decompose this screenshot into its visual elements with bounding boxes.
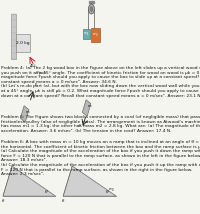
Text: F: F [35,83,37,87]
Text: m: m [87,104,91,107]
Text: 2.0 kg: 2.0 kg [16,41,30,45]
Bar [83,29,90,39]
Text: 45°: 45° [30,64,37,68]
Text: $\theta$: $\theta$ [105,188,109,195]
Text: $m_0$: $m_0$ [108,187,115,194]
Polygon shape [82,100,91,116]
Polygon shape [3,166,55,196]
Polygon shape [63,166,116,196]
Text: F: F [79,124,81,128]
Text: Problem 4: (a) The 2 kg wood box in the Figure above on the left slides up a ver: Problem 4: (a) The 2 kg wood box in the … [1,66,200,98]
Bar [16,34,30,52]
Bar [11,14,16,59]
Text: $\theta$: $\theta$ [44,188,48,195]
Polygon shape [89,1,94,3]
Text: $m_1$: $m_1$ [83,30,90,38]
Text: $\theta$: $\theta$ [1,197,5,204]
Text: Problem 5: The Figure shows two blocks connected by a cord (of negligible mass) : Problem 5: The Figure shows two blocks c… [1,115,200,133]
Text: $m_2$: $m_2$ [92,31,99,39]
Bar [91,28,100,42]
Text: $F_{push}$: $F_{push}$ [36,69,47,78]
Text: $\theta$: $\theta$ [61,197,65,204]
Text: Problem 6: A box with mass m = 10 kg moves on a ramp that is inclined at an angl: Problem 6: A box with mass m = 10 kg mov… [1,140,200,176]
Circle shape [90,7,93,11]
Text: m: m [25,110,29,113]
Polygon shape [20,106,29,122]
Circle shape [88,4,94,14]
